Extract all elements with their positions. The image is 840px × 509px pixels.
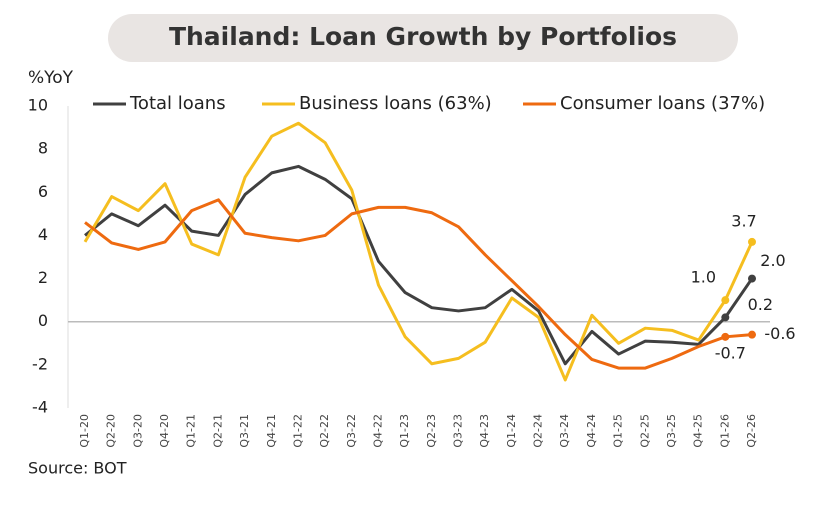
legend-label: Business loans (63%) xyxy=(299,93,492,114)
x-tick-label: Q1-25 xyxy=(612,414,625,448)
value-label: -0.6 xyxy=(764,324,795,343)
x-tick-label: Q2-26 xyxy=(745,414,758,448)
x-tick-label: Q3-20 xyxy=(131,414,144,448)
y-axis-label: %YoY xyxy=(28,68,74,88)
series-line xyxy=(84,164,754,366)
y-tick-label: 8 xyxy=(38,139,48,158)
point-marker xyxy=(748,330,756,339)
x-tick-label: Q4-23 xyxy=(478,414,491,448)
x-tick-label: Q1-22 xyxy=(291,414,304,448)
x-tick-label: Q1-21 xyxy=(185,414,198,448)
x-tick-label: Q3-21 xyxy=(238,414,251,448)
y-tick-label: 10 xyxy=(28,96,48,115)
legend-label: Consumer loans (37%) xyxy=(560,93,765,114)
x-tick-label: Q2-24 xyxy=(532,414,545,448)
point-marker xyxy=(748,237,756,246)
series-line xyxy=(83,121,754,382)
y-tick-label: 6 xyxy=(38,182,48,201)
y-tick-label: 2 xyxy=(38,268,48,287)
x-tick-label: Q4-25 xyxy=(692,414,705,448)
x-tick-label: Q1-24 xyxy=(505,414,518,448)
point-marker xyxy=(721,296,730,305)
point-marker xyxy=(721,332,730,341)
x-tick-label: Q2-20 xyxy=(105,414,118,448)
x-tick-label: Q4-24 xyxy=(585,414,598,448)
x-tick-label: Q3-23 xyxy=(452,414,465,448)
y-tick-label: 0 xyxy=(38,311,48,330)
x-tick-label: Q1-23 xyxy=(398,414,411,448)
x-tick-label: Q4-20 xyxy=(158,414,171,448)
source: Source: BOT xyxy=(28,459,127,478)
value-label: 3.7 xyxy=(731,211,756,230)
title-pill xyxy=(108,14,738,62)
x-tick-label: Q2-25 xyxy=(638,414,651,448)
y-tick-label: -4 xyxy=(32,398,48,417)
point-marker xyxy=(721,313,730,322)
x-tick-label: Q3-22 xyxy=(345,414,358,448)
x-tick-label: Q4-21 xyxy=(265,414,278,448)
value-label: 2.0 xyxy=(760,251,785,270)
y-tick-label: 4 xyxy=(38,225,48,244)
value-label: -0.7 xyxy=(715,343,746,362)
x-tick-label: Q1-26 xyxy=(718,414,731,448)
x-tick-label: Q3-25 xyxy=(665,414,678,448)
value-label: 0.2 xyxy=(748,295,773,314)
legend-label: Total loans xyxy=(129,93,226,114)
series-line xyxy=(84,198,753,370)
value-label: 1.0 xyxy=(691,268,716,287)
x-tick-label: Q4-22 xyxy=(371,414,384,448)
point-marker xyxy=(748,274,756,283)
x-tick-label: Q2-22 xyxy=(318,414,331,448)
y-tick-label: -2 xyxy=(32,354,48,373)
x-tick-label: Q3-24 xyxy=(558,414,571,448)
x-tick-label: Q1-20 xyxy=(78,414,91,448)
chart-title: Thailand: Loan Growth by Portfolios xyxy=(169,22,677,51)
x-tick-label: Q2-21 xyxy=(211,414,224,448)
x-tick-label: Q2-23 xyxy=(425,414,438,448)
